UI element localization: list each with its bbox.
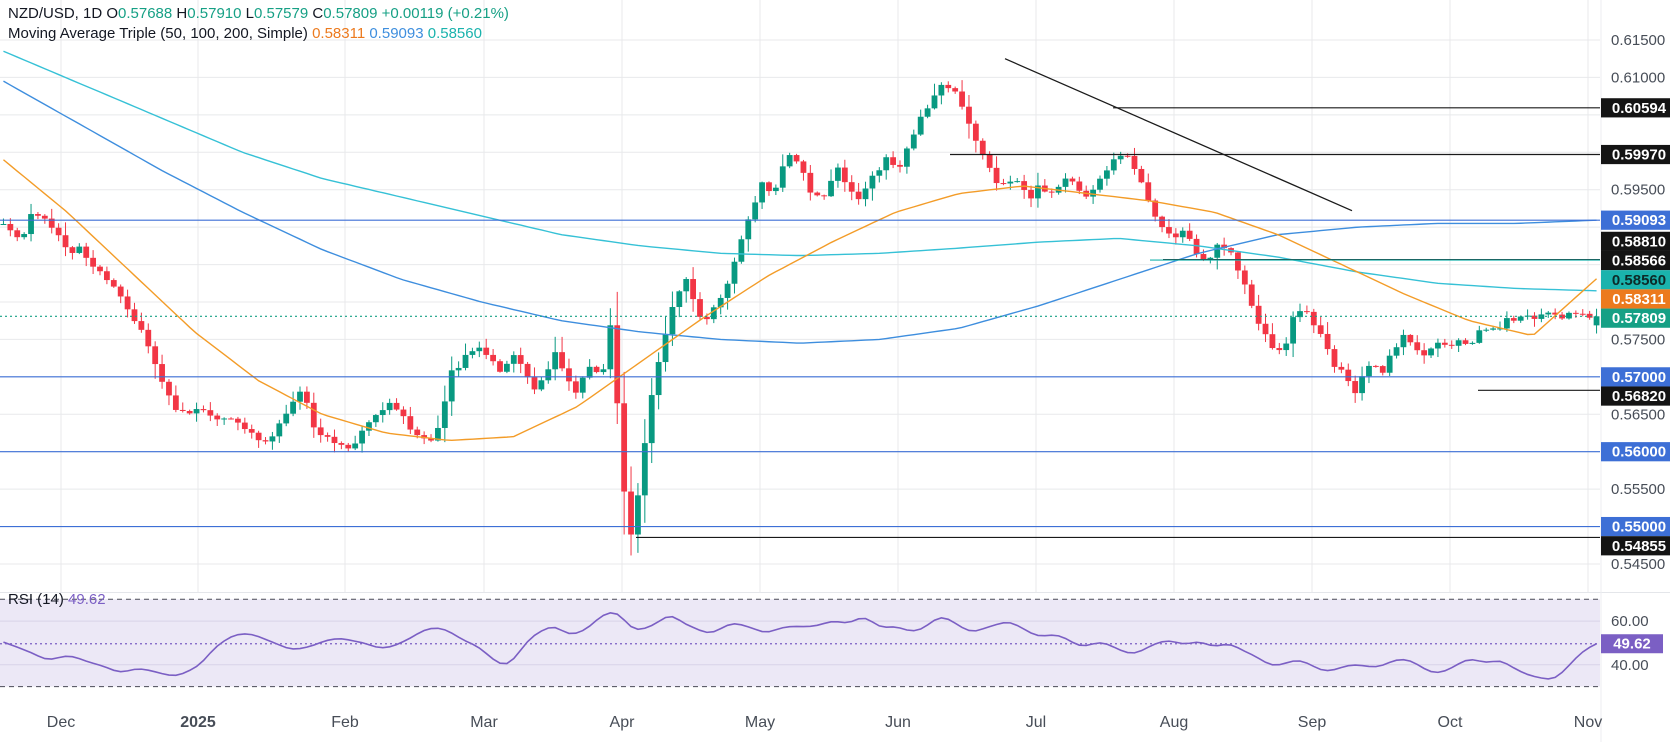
svg-text:Aug: Aug (1160, 714, 1188, 731)
svg-text:Jul: Jul (1026, 714, 1046, 731)
svg-text:0.59500: 0.59500 (1611, 182, 1665, 199)
svg-text:0.57809: 0.57809 (1612, 310, 1666, 327)
svg-text:Sep: Sep (1298, 714, 1327, 731)
svg-text:0.61500: 0.61500 (1611, 32, 1665, 49)
svg-text:0.56000: 0.56000 (1612, 444, 1666, 461)
svg-text:0.58566: 0.58566 (1612, 253, 1666, 270)
svg-text:0.57500: 0.57500 (1611, 331, 1665, 348)
svg-text:0.58810: 0.58810 (1612, 233, 1666, 250)
svg-text:Jun: Jun (885, 714, 911, 731)
svg-text:Moving Average Triple (50, 100: Moving Average Triple (50, 100, 200, Sim… (8, 25, 482, 42)
svg-text:0.56820: 0.56820 (1612, 388, 1666, 405)
svg-text:NZD/USD, 1D O0.57688 H0.579: NZD/USD, 1D O0.57688 H0.57910 L0.57579 C… (8, 5, 509, 22)
svg-text:0.59093: 0.59093 (1612, 212, 1666, 229)
svg-text:0.55500: 0.55500 (1611, 481, 1665, 498)
svg-text:May: May (745, 714, 775, 731)
svg-text:Mar: Mar (470, 714, 498, 731)
svg-text:0.58560: 0.58560 (1612, 272, 1666, 289)
svg-text:0.58311: 0.58311 (1612, 291, 1665, 308)
svg-text:Feb: Feb (331, 714, 359, 731)
svg-text:60.00: 60.00 (1611, 613, 1649, 630)
svg-text:0.55000: 0.55000 (1612, 519, 1666, 536)
svg-text:0.54855: 0.54855 (1612, 538, 1666, 555)
svg-text:0.57000: 0.57000 (1612, 369, 1666, 386)
svg-text:40.00: 40.00 (1611, 657, 1649, 674)
svg-text:Oct: Oct (1438, 714, 1463, 731)
svg-text:0.54500: 0.54500 (1611, 556, 1665, 573)
svg-text:Apr: Apr (610, 714, 636, 731)
svg-text:0.60594: 0.60594 (1612, 100, 1667, 117)
svg-text:Dec: Dec (47, 714, 75, 731)
svg-text:0.56500: 0.56500 (1611, 406, 1665, 423)
svg-text:Nov: Nov (1574, 714, 1602, 731)
svg-text:RSI (14) 49.62: RSI (14) 49.62 (8, 591, 106, 608)
svg-text:2025: 2025 (180, 714, 216, 731)
svg-text:0.61000: 0.61000 (1611, 69, 1665, 86)
svg-text:49.62: 49.62 (1613, 636, 1651, 653)
svg-text:0.59970: 0.59970 (1612, 147, 1666, 164)
